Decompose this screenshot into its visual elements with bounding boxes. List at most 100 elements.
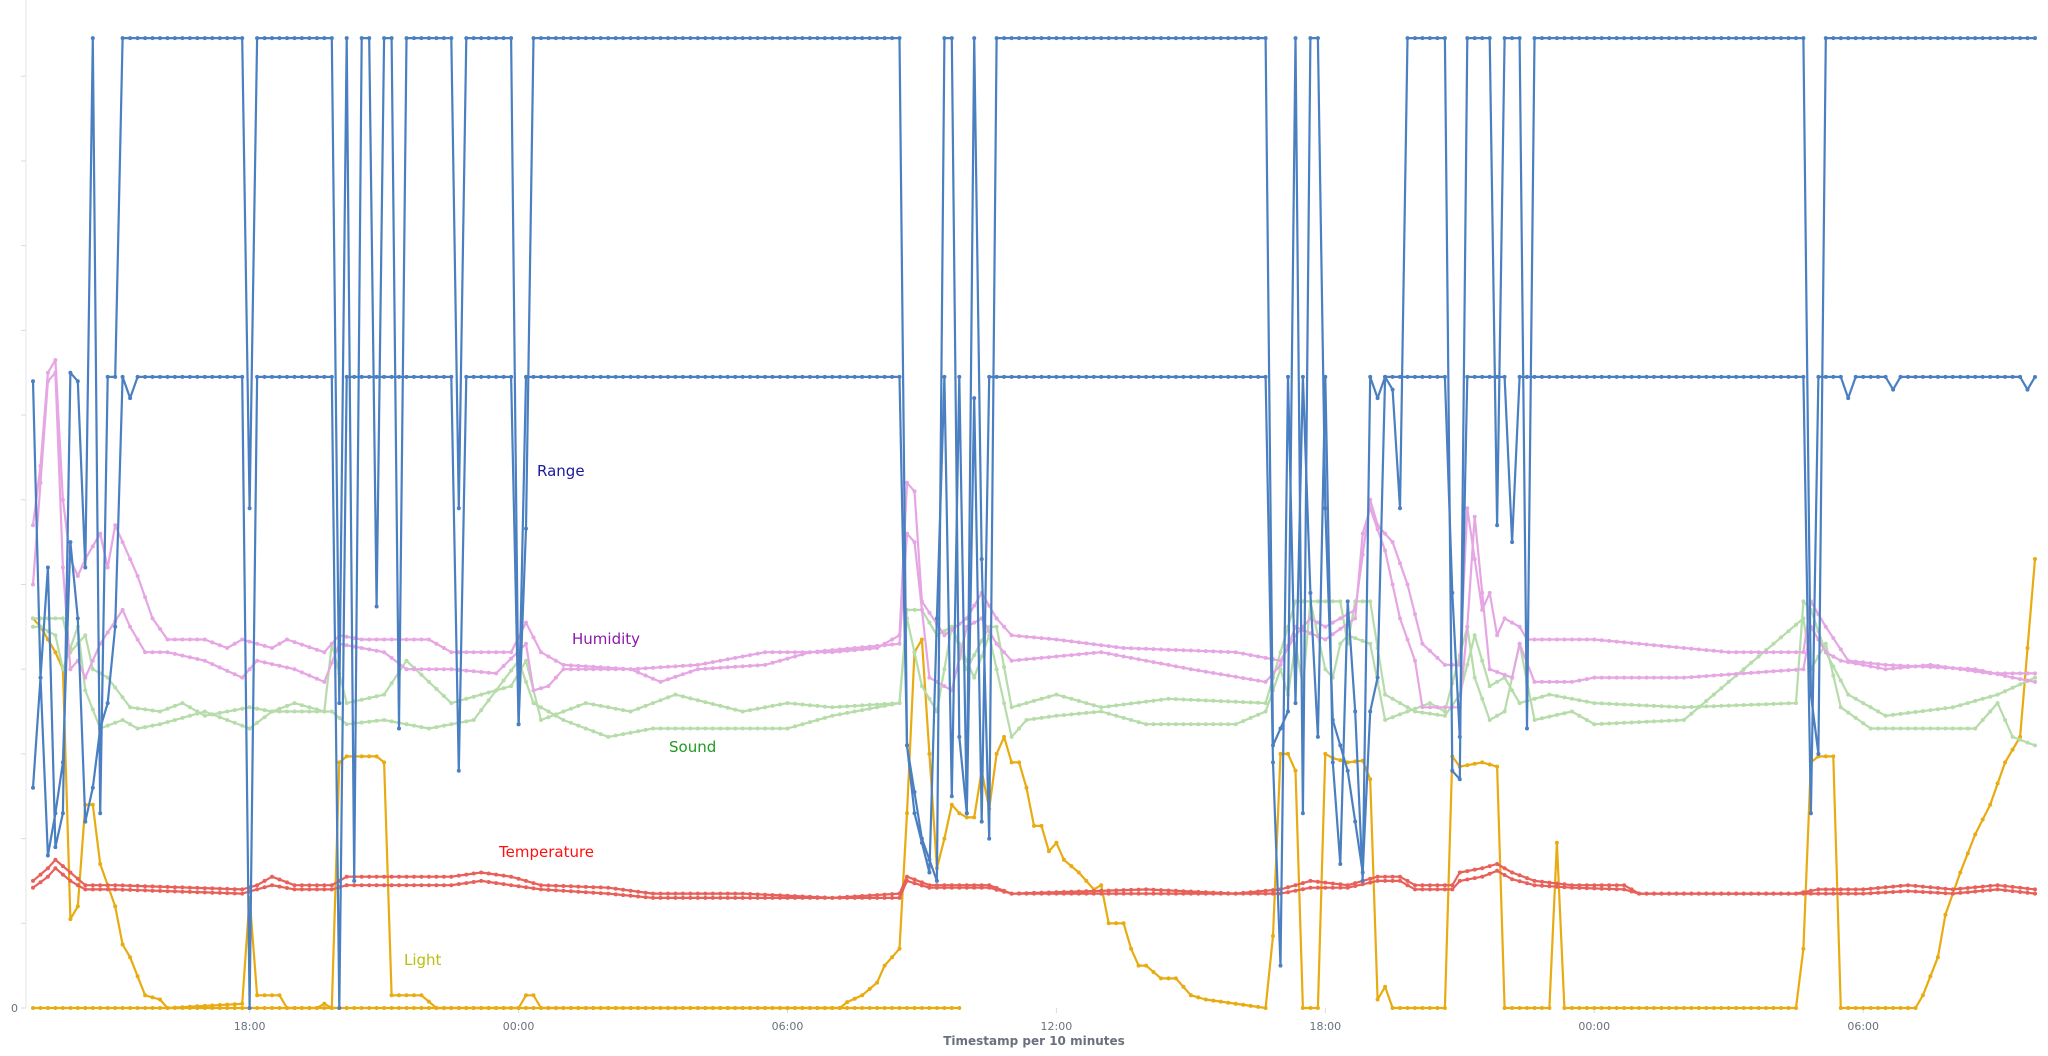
data-point[interactable]	[434, 874, 439, 879]
data-point[interactable]	[718, 726, 723, 731]
data-point[interactable]	[1920, 374, 1925, 379]
data-point[interactable]	[1144, 722, 1149, 727]
data-point[interactable]	[680, 672, 685, 677]
data-point[interactable]	[1129, 891, 1134, 896]
data-point[interactable]	[1002, 701, 1007, 706]
data-point[interactable]	[972, 36, 977, 41]
data-point[interactable]	[426, 374, 431, 379]
data-point[interactable]	[1017, 726, 1022, 731]
data-point[interactable]	[389, 883, 394, 888]
data-point[interactable]	[1226, 650, 1231, 654]
data-point[interactable]	[1166, 696, 1171, 701]
data-point[interactable]	[1046, 36, 1051, 41]
data-point[interactable]	[1248, 1003, 1253, 1008]
data-point[interactable]	[576, 663, 581, 668]
data-point[interactable]	[494, 671, 499, 676]
data-point[interactable]	[1540, 637, 1544, 642]
data-point[interactable]	[217, 374, 222, 379]
data-point[interactable]	[1913, 664, 1918, 669]
data-point[interactable]	[897, 1006, 902, 1010]
data-point[interactable]	[1704, 1006, 1709, 1010]
data-point[interactable]	[1823, 374, 1828, 379]
data-point[interactable]	[1532, 679, 1537, 684]
data-point[interactable]	[1121, 374, 1126, 379]
data-point[interactable]	[822, 895, 827, 900]
data-point[interactable]	[1726, 679, 1731, 684]
data-point[interactable]	[1599, 886, 1604, 891]
data-point[interactable]	[613, 706, 618, 711]
data-point[interactable]	[755, 895, 760, 900]
data-point[interactable]	[1323, 506, 1328, 511]
data-point[interactable]	[680, 891, 685, 896]
data-point[interactable]	[882, 36, 887, 41]
data-point[interactable]	[232, 672, 237, 677]
data-point[interactable]	[553, 675, 558, 680]
data-point[interactable]	[867, 644, 872, 649]
data-point[interactable]	[128, 36, 133, 41]
data-point[interactable]	[479, 670, 484, 674]
data-point[interactable]	[680, 1006, 685, 1010]
data-point[interactable]	[1540, 374, 1544, 379]
data-point[interactable]	[1248, 374, 1253, 379]
data-point[interactable]	[1181, 722, 1186, 727]
data-point[interactable]	[1487, 864, 1492, 869]
data-point[interactable]	[725, 1006, 730, 1010]
data-point[interactable]	[1360, 882, 1365, 887]
data-point[interactable]	[150, 884, 155, 889]
data-point[interactable]	[240, 723, 245, 728]
data-point[interactable]	[785, 895, 790, 900]
data-point[interactable]	[994, 667, 999, 672]
data-point[interactable]	[1510, 870, 1515, 875]
data-point[interactable]	[1517, 1006, 1522, 1010]
data-point[interactable]	[1510, 1006, 1515, 1010]
data-point[interactable]	[1988, 802, 1993, 807]
data-point[interactable]	[45, 379, 50, 384]
data-point[interactable]	[1764, 374, 1769, 379]
data-point[interactable]	[1831, 374, 1836, 379]
data-point[interactable]	[255, 993, 260, 998]
data-point[interactable]	[793, 374, 797, 379]
data-point[interactable]	[1569, 637, 1574, 642]
data-point[interactable]	[1099, 888, 1104, 893]
data-point[interactable]	[90, 802, 95, 807]
data-point[interactable]	[1696, 1006, 1701, 1010]
data-point[interactable]	[262, 715, 267, 720]
data-point[interactable]	[688, 669, 693, 674]
data-point[interactable]	[105, 883, 110, 888]
data-point[interactable]	[613, 1006, 618, 1010]
data-point[interactable]	[1554, 36, 1559, 41]
data-point[interactable]	[1711, 673, 1716, 678]
data-point[interactable]	[718, 891, 723, 896]
data-point[interactable]	[1622, 36, 1627, 41]
data-point[interactable]	[150, 723, 155, 728]
data-point[interactable]	[1510, 36, 1515, 41]
data-point[interactable]	[382, 883, 387, 888]
data-point[interactable]	[441, 883, 446, 888]
data-point[interactable]	[31, 785, 35, 790]
data-point[interactable]	[1906, 1006, 1910, 1010]
data-point[interactable]	[1166, 891, 1171, 896]
data-point[interactable]	[1584, 677, 1589, 682]
data-point[interactable]	[636, 666, 641, 671]
data-point[interactable]	[240, 637, 245, 642]
data-point[interactable]	[1607, 1006, 1612, 1010]
data-point[interactable]	[210, 1006, 215, 1010]
data-point[interactable]	[778, 658, 782, 663]
data-point[interactable]	[1413, 887, 1417, 892]
data-point[interactable]	[837, 704, 842, 709]
data-point[interactable]	[1823, 754, 1828, 759]
data-point[interactable]	[845, 704, 850, 709]
data-point[interactable]	[314, 647, 319, 652]
data-point[interactable]	[1891, 666, 1896, 671]
data-point[interactable]	[1883, 667, 1888, 672]
data-point[interactable]	[1935, 886, 1940, 890]
data-point[interactable]	[1906, 726, 1910, 731]
data-point[interactable]	[1958, 667, 1963, 672]
data-point[interactable]	[1726, 650, 1731, 655]
data-point[interactable]	[1383, 878, 1388, 883]
data-point[interactable]	[1764, 891, 1769, 896]
data-point[interactable]	[2025, 387, 2030, 392]
data-point[interactable]	[1487, 590, 1492, 595]
data-point[interactable]	[1592, 886, 1597, 891]
data-point[interactable]	[1495, 670, 1500, 674]
